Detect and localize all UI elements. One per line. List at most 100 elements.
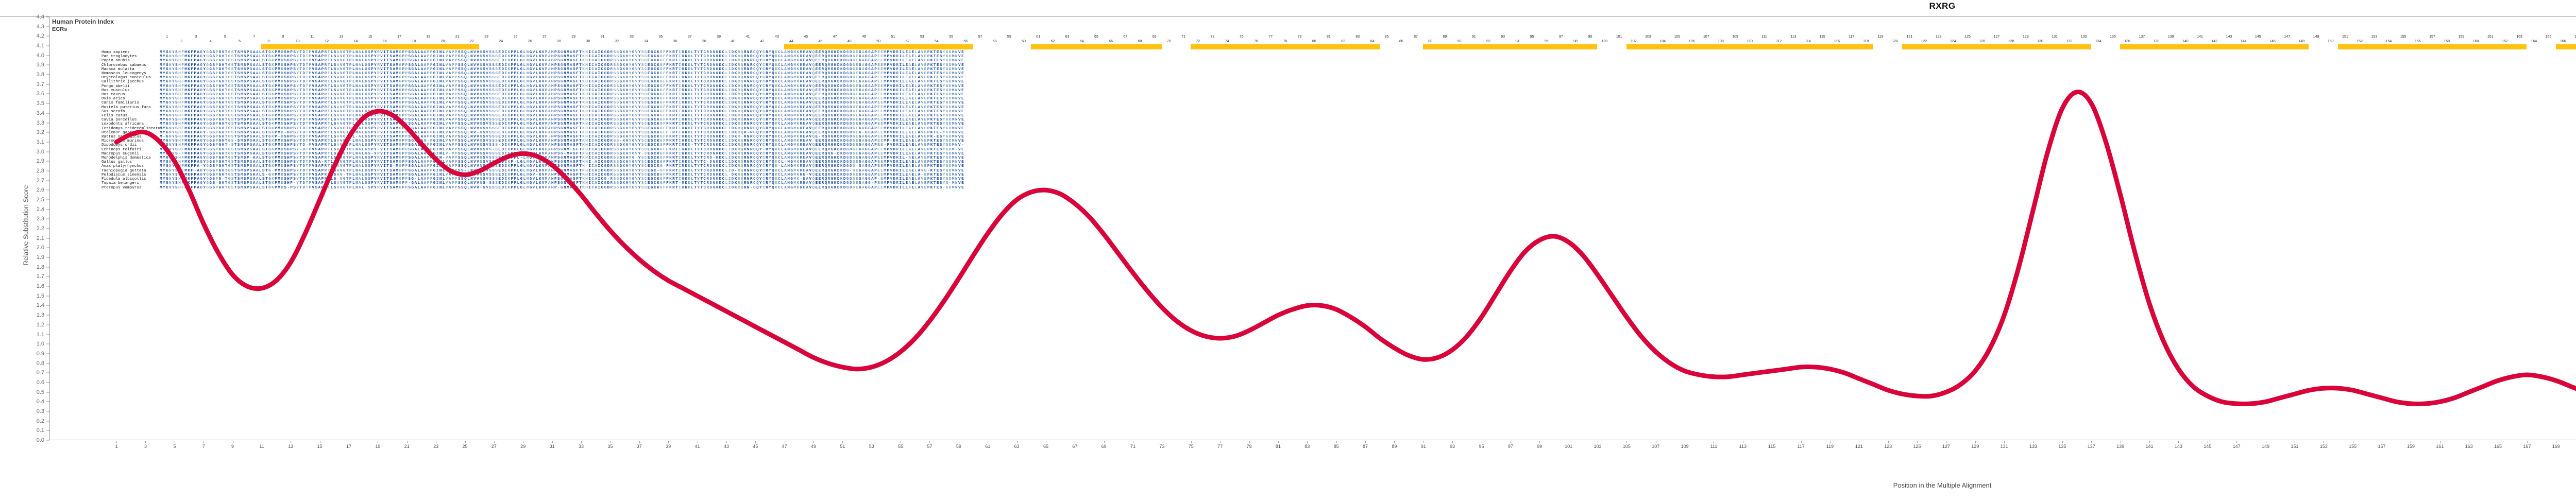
- ruler-number: 33: [630, 35, 634, 39]
- species-label[interactable]: Anas platyrhynchos: [101, 164, 144, 169]
- x-axis-tick-mark: [1016, 441, 1018, 443]
- x-axis-tick-label: 81: [1275, 444, 1281, 449]
- x-axis-tick-mark: [610, 441, 611, 443]
- ecr-bar[interactable]: [784, 44, 973, 49]
- ecr-bar[interactable]: [1191, 44, 1380, 49]
- species-label[interactable]: Pteropus vampyrus: [101, 185, 142, 189]
- x-axis-tick-mark: [1801, 441, 1802, 443]
- ruler-number: 6: [239, 40, 241, 43]
- ruler-number: 91: [1471, 35, 1476, 39]
- species-label[interactable]: Bos taurus: [101, 93, 125, 97]
- y-axis-tick-mark: [46, 26, 49, 27]
- species-label[interactable]: Canis familiaris: [101, 101, 139, 106]
- species-label[interactable]: Tupaia belangeri: [101, 181, 139, 186]
- x-axis-tick-mark: [1104, 441, 1105, 443]
- x-axis-tick-label: 89: [1392, 444, 1397, 449]
- ruler-number: 50: [876, 40, 881, 43]
- species-label[interactable]: Chlorocebus sabaeus: [101, 63, 146, 67]
- y-axis-tick-mark: [46, 305, 49, 306]
- ecr-bar[interactable]: [2555, 44, 2576, 49]
- x-axis-tick-mark: [2527, 441, 2528, 443]
- x-axis-tick-label: 73: [1159, 444, 1165, 449]
- x-axis-tick-mark: [1249, 441, 1250, 443]
- x-axis-tick-label: 141: [2145, 444, 2154, 449]
- species-label[interactable]: Homo sapiens: [101, 50, 130, 55]
- y-axis-tick-label: 0.3: [36, 408, 44, 414]
- species-label[interactable]: Ovis aries: [101, 97, 125, 101]
- alignment-row: MYGNYSHFMKFPAGYGGSPGHTGSTSMSPSAALSTGKPMD…: [160, 160, 965, 165]
- species-label[interactable]: Mus musculus: [101, 88, 130, 93]
- species-label[interactable]: Microcebus murinus: [101, 139, 144, 144]
- species-label[interactable]: Dipodomys ordii: [101, 143, 137, 148]
- species-label[interactable]: Felis catus: [101, 114, 128, 118]
- species-label[interactable]: Macaca mulatta: [101, 67, 134, 72]
- ruler-number: 42: [760, 40, 765, 43]
- ecr-bar[interactable]: [1031, 44, 1162, 49]
- species-label[interactable]: Monodelphis domestica: [101, 156, 151, 161]
- species-label[interactable]: Sus scrofa: [101, 109, 125, 114]
- species-label[interactable]: Macropus eugenii: [101, 151, 139, 156]
- species-label[interactable]: Taeniopygia guttata: [101, 168, 146, 173]
- species-label[interactable]: Cavia porcellus: [101, 118, 137, 123]
- y-axis-tick-label: 3.4: [36, 110, 44, 116]
- ruler-number: 87: [1414, 35, 1418, 39]
- ruler-number: 73: [1210, 35, 1215, 39]
- x-axis-tick-label: 93: [1450, 444, 1455, 449]
- ruler-number: 36: [673, 40, 677, 43]
- ruler-number: 132: [2066, 40, 2073, 43]
- x-axis: 1 3 5 7 9 11 13 15 17 19 21 23 25 27 29 31 33 35 37 39 41 43 4…: [49, 441, 2576, 472]
- species-label[interactable]: Pan troglodytes: [101, 55, 137, 59]
- x-axis-tick-label: 143: [2174, 444, 2182, 449]
- species-label[interactable]: Mustela putorius furo: [101, 105, 151, 110]
- species-label[interactable]: Loxodonta africana: [101, 122, 144, 127]
- x-axis-tick-mark: [668, 441, 669, 443]
- x-axis-tick-label: 1: [115, 444, 118, 449]
- species-label[interactable]: Ficedula albicollis: [101, 177, 146, 182]
- ruler-number: 110: [1747, 40, 1753, 43]
- alignment-row: MYGNYSHFMKFPAGYGGSPGHTGSTSMSPSAALSTGKPMD…: [160, 80, 965, 84]
- species-label[interactable]: Ictidomys tridecemlineatus: [101, 126, 163, 131]
- ruler-number: 116: [1834, 40, 1840, 43]
- ruler-number: 46: [818, 40, 823, 43]
- ruler-number: 75: [1239, 35, 1244, 39]
- ecr-bar[interactable]: [1902, 44, 2091, 49]
- species-label[interactable]: Rattus norvegicus: [101, 135, 142, 140]
- ecr-bar[interactable]: [2337, 44, 2527, 49]
- ruler-number: 60: [1022, 40, 1026, 43]
- ruler-number: 34: [644, 40, 649, 43]
- species-label[interactable]: Nomascus leucogenys: [101, 72, 146, 76]
- ecr-bar[interactable]: [2120, 44, 2309, 49]
- x-axis-tick-label: 157: [2378, 444, 2386, 449]
- ruler-number: 151: [2342, 35, 2348, 39]
- ecr-track[interactable]: [100, 44, 2576, 49]
- ruler-number: 103: [1645, 35, 1651, 39]
- y-axis-tick-mark: [46, 161, 49, 162]
- species-label[interactable]: Papio anubis: [101, 59, 130, 63]
- x-axis-tick-label: 23: [433, 444, 439, 449]
- species-label[interactable]: Pelodiscus sinensis: [101, 172, 146, 177]
- ruler-number: 45: [804, 35, 808, 39]
- x-axis-tick-label: 49: [810, 444, 816, 449]
- species-label[interactable]: Pongo abelii: [101, 84, 130, 89]
- alignment-row: MYGNYSHFMKFPAGYGGSPGHTGSTSMSPSAALSTGKPMD…: [160, 84, 965, 89]
- ecr-bar[interactable]: [1626, 44, 1873, 49]
- ruler-number: 120: [1892, 40, 1898, 43]
- y-axis-tick-label: 2.4: [36, 206, 44, 213]
- species-label[interactable]: Echinops telfairi: [101, 147, 142, 152]
- x-axis-tick-label: 151: [2291, 444, 2299, 449]
- species-label[interactable]: Otolemur garnettii: [101, 130, 144, 135]
- ecr-bar[interactable]: [1423, 44, 1598, 49]
- ruler-number: 13: [339, 35, 344, 39]
- x-axis-tick-label: 83: [1304, 444, 1310, 449]
- x-axis-tick-label: 125: [1913, 444, 1921, 449]
- ruler-number: 109: [1732, 35, 1738, 39]
- ecr-bar[interactable]: [261, 44, 480, 49]
- ruler-number: 150: [2327, 40, 2334, 43]
- y-axis-tick-mark: [46, 334, 49, 335]
- species-label[interactable]: Callithrix jacchus: [101, 80, 144, 84]
- ruler-number: 66: [1109, 40, 1113, 43]
- ruler-number: 95: [1530, 35, 1534, 39]
- species-label[interactable]: Oryctolagus cuniculus: [101, 76, 151, 80]
- y-axis-tick-label: 3.0: [36, 148, 44, 155]
- species-label[interactable]: Gallus gallus: [101, 160, 132, 165]
